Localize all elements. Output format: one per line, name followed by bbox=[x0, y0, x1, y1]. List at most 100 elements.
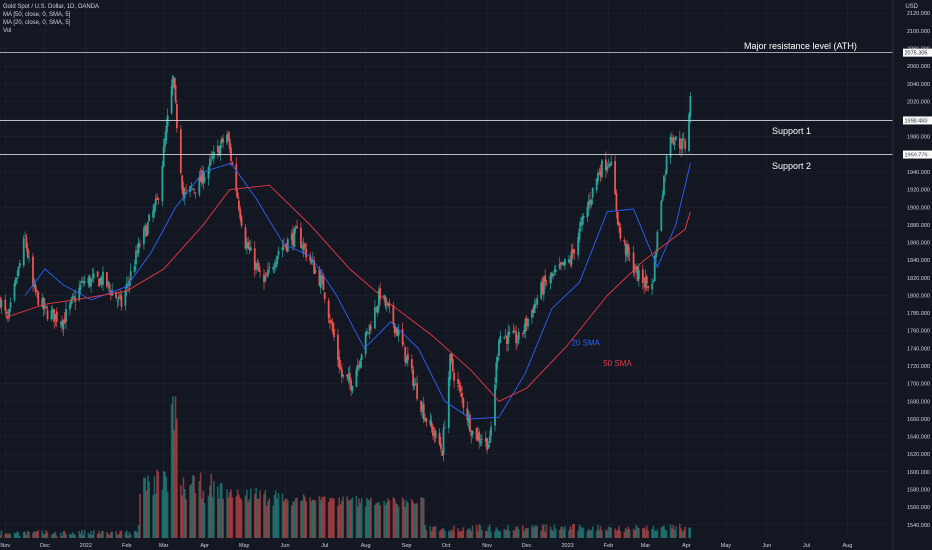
candle-body bbox=[589, 199, 591, 204]
x-tick-label: Mar bbox=[641, 543, 651, 549]
candle-body bbox=[517, 331, 520, 341]
candle-body bbox=[226, 134, 228, 143]
candle-body bbox=[264, 276, 267, 282]
candle-body bbox=[430, 422, 433, 428]
volume-bar bbox=[32, 532, 34, 538]
candle-body bbox=[148, 214, 151, 222]
volume-bar bbox=[523, 531, 525, 538]
candle-body bbox=[367, 332, 370, 334]
candle-body bbox=[62, 320, 65, 330]
volume-bar bbox=[235, 496, 238, 538]
candle-body bbox=[55, 311, 58, 322]
candle-body bbox=[628, 253, 631, 255]
volume-bar bbox=[396, 504, 399, 538]
volume-bar bbox=[393, 498, 396, 538]
candles bbox=[0, 74, 692, 462]
candle-body bbox=[383, 295, 386, 299]
candle-body bbox=[161, 165, 164, 202]
candle-body bbox=[561, 262, 564, 265]
candle-body bbox=[63, 319, 66, 324]
volume-bar bbox=[217, 486, 219, 538]
candle-body bbox=[442, 428, 445, 455]
x-tick-label: May bbox=[239, 543, 250, 549]
candle-body bbox=[310, 260, 313, 263]
volume-bar bbox=[442, 528, 445, 538]
volume-bar bbox=[656, 529, 659, 538]
candle-body bbox=[663, 176, 665, 196]
volume-bar bbox=[319, 500, 322, 538]
candle-body bbox=[681, 138, 684, 149]
candle-body bbox=[309, 255, 312, 261]
candle-body bbox=[598, 173, 601, 174]
candle-body bbox=[619, 227, 622, 239]
candle-body bbox=[651, 283, 653, 290]
candle-body bbox=[424, 418, 426, 422]
volume-bar bbox=[53, 533, 55, 538]
candle-body bbox=[50, 310, 53, 320]
candle-body bbox=[7, 315, 9, 319]
candle-body bbox=[358, 365, 360, 367]
volume-bar bbox=[671, 528, 673, 538]
candle-body bbox=[595, 178, 598, 190]
candle-body bbox=[626, 244, 628, 257]
candle-body bbox=[597, 172, 599, 182]
volume-bar bbox=[281, 493, 284, 538]
volume-bar bbox=[514, 530, 516, 538]
candle-body bbox=[388, 304, 391, 307]
volume-bar bbox=[61, 535, 63, 538]
volume-bar bbox=[366, 497, 368, 538]
candle-body bbox=[144, 225, 147, 231]
volume-bar bbox=[572, 524, 574, 538]
candle-body bbox=[503, 336, 506, 339]
candle-body bbox=[330, 320, 333, 323]
candle-body bbox=[368, 324, 371, 332]
candle-body bbox=[504, 335, 507, 337]
volume-bar bbox=[338, 497, 341, 538]
volume-bar bbox=[524, 528, 527, 538]
volume-bar bbox=[55, 535, 58, 538]
candle-body bbox=[366, 331, 368, 334]
volume-bar bbox=[277, 493, 280, 538]
candle-body bbox=[484, 438, 487, 442]
candle-body bbox=[376, 306, 379, 313]
volume-bar bbox=[359, 503, 362, 538]
volume-bar bbox=[220, 483, 223, 538]
volume-bar bbox=[660, 527, 663, 538]
candle-body bbox=[108, 283, 111, 289]
volume-bar bbox=[219, 483, 222, 538]
candle-body bbox=[401, 329, 404, 345]
candle-body bbox=[384, 296, 387, 306]
level-price-label: 1959.775 bbox=[905, 153, 928, 159]
volume-bar bbox=[618, 525, 620, 538]
volume-bar bbox=[367, 499, 370, 538]
volume-bar bbox=[174, 396, 177, 538]
volume-bar bbox=[356, 506, 359, 538]
x-tick-label: Apr bbox=[200, 543, 209, 549]
x-tick-label: Dec bbox=[40, 543, 50, 549]
volume-bar bbox=[339, 504, 342, 538]
volume-bar bbox=[210, 473, 212, 538]
volume-bar bbox=[296, 497, 298, 538]
candle-body bbox=[396, 327, 399, 336]
candle-body bbox=[146, 222, 149, 235]
volume-bar bbox=[244, 495, 247, 538]
candle-body bbox=[536, 298, 539, 305]
candle-body bbox=[174, 84, 177, 102]
volume-bar bbox=[302, 494, 305, 538]
candle-body bbox=[115, 292, 118, 299]
volume-bar bbox=[17, 532, 20, 538]
candle-body bbox=[181, 175, 184, 190]
volume-bar bbox=[231, 497, 234, 538]
volume-bar bbox=[550, 529, 553, 538]
candle-body bbox=[248, 247, 251, 250]
volume-bar bbox=[83, 530, 86, 538]
volume-bar bbox=[25, 535, 28, 538]
volume-bar bbox=[42, 534, 45, 538]
candle-body bbox=[92, 273, 95, 279]
volume-bar bbox=[45, 530, 47, 538]
candle-body bbox=[453, 372, 455, 381]
candle-body bbox=[516, 341, 519, 343]
volume-bar bbox=[430, 531, 433, 538]
candle-body bbox=[549, 275, 552, 284]
